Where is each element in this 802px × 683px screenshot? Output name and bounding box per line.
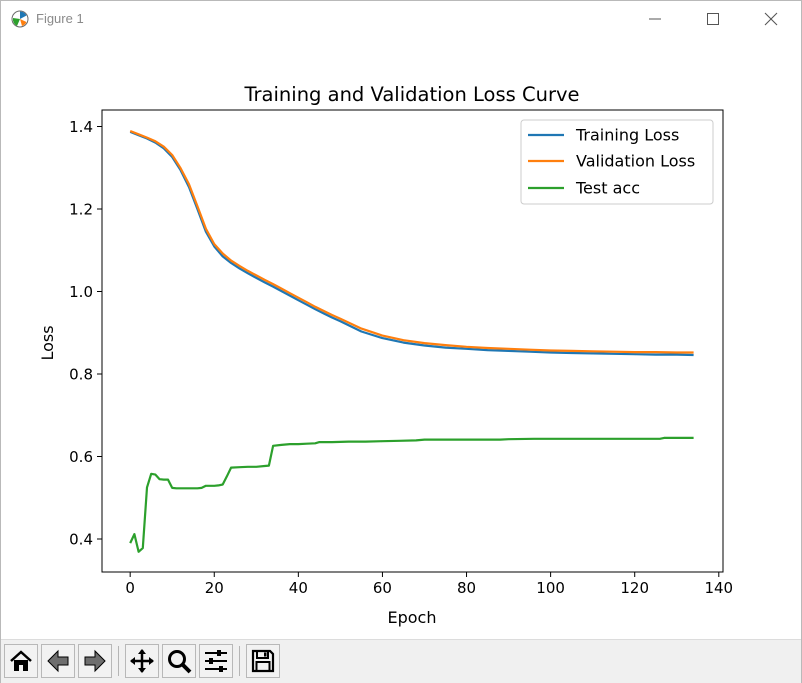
x-tick-label: 60 (373, 579, 392, 597)
save-icon (251, 649, 275, 673)
close-icon (764, 12, 778, 26)
pan-button[interactable] (125, 644, 159, 678)
zoom-button[interactable] (162, 644, 196, 678)
x-tick-label: 0 (125, 579, 135, 597)
x-tick-label: 80 (457, 579, 476, 597)
title-bar: Figure 1 (1, 1, 801, 37)
forward-button[interactable] (78, 644, 112, 678)
y-axis-label: Loss (38, 325, 57, 360)
save-button[interactable] (246, 644, 280, 678)
x-tick-label: 40 (289, 579, 308, 597)
legend-label-test-acc: Test acc (575, 179, 640, 198)
ticks-layer: 0 20 40 60 80 100 120 140 0.4 0.6 0.8 1.0 1.2 1.4 (69, 118, 733, 597)
toolbar-separator (239, 646, 240, 676)
configure-subplots-icon (205, 650, 227, 672)
minimize-icon (649, 18, 661, 20)
legend: Training Loss Validation Loss Test acc (520, 119, 714, 205)
back-icon (47, 649, 69, 673)
pan-icon (130, 649, 154, 673)
y-tick-label: 0.6 (69, 448, 93, 466)
y-tick-label: 0.4 (69, 531, 93, 549)
loss-chart[interactable]: Training and Validation Loss Curve 0 20 40… (1, 37, 801, 637)
back-button[interactable] (41, 644, 75, 678)
y-tick-label: 1.4 (69, 118, 93, 136)
x-tick-label: 100 (536, 579, 565, 597)
legend-label-training: Training Loss (575, 126, 679, 145)
axes-frame (101, 109, 724, 573)
y-tick-label: 1.2 (69, 201, 93, 219)
home-button[interactable] (4, 644, 38, 678)
matplotlib-app-icon (11, 10, 29, 28)
x-tick-label: 140 (704, 579, 733, 597)
legend-box (520, 119, 714, 205)
test-acc-line (129, 436, 694, 553)
minimize-button[interactable] (627, 1, 685, 37)
navigation-toolbar (1, 639, 801, 683)
validation-loss-line (129, 129, 694, 354)
close-button[interactable] (743, 1, 801, 37)
toolbar-separator (118, 646, 119, 676)
y-tick-label: 0.8 (69, 366, 93, 384)
y-tick-label: 1.0 (69, 283, 93, 301)
x-axis-label: Epoch (388, 608, 437, 627)
x-tick-label: 120 (620, 579, 649, 597)
lines-layer (129, 129, 694, 553)
home-icon (10, 650, 32, 671)
maximize-button[interactable] (685, 1, 743, 37)
chart-title: Training and Validation Loss Curve (243, 83, 579, 106)
configure-subplots-button[interactable] (199, 644, 233, 678)
legend-label-validation: Validation Loss (576, 152, 695, 171)
forward-icon (84, 649, 106, 673)
zoom-icon (168, 650, 192, 674)
x-tick-label: 20 (205, 579, 224, 597)
window-title: Figure 1 (36, 11, 84, 26)
maximize-icon (707, 13, 719, 25)
